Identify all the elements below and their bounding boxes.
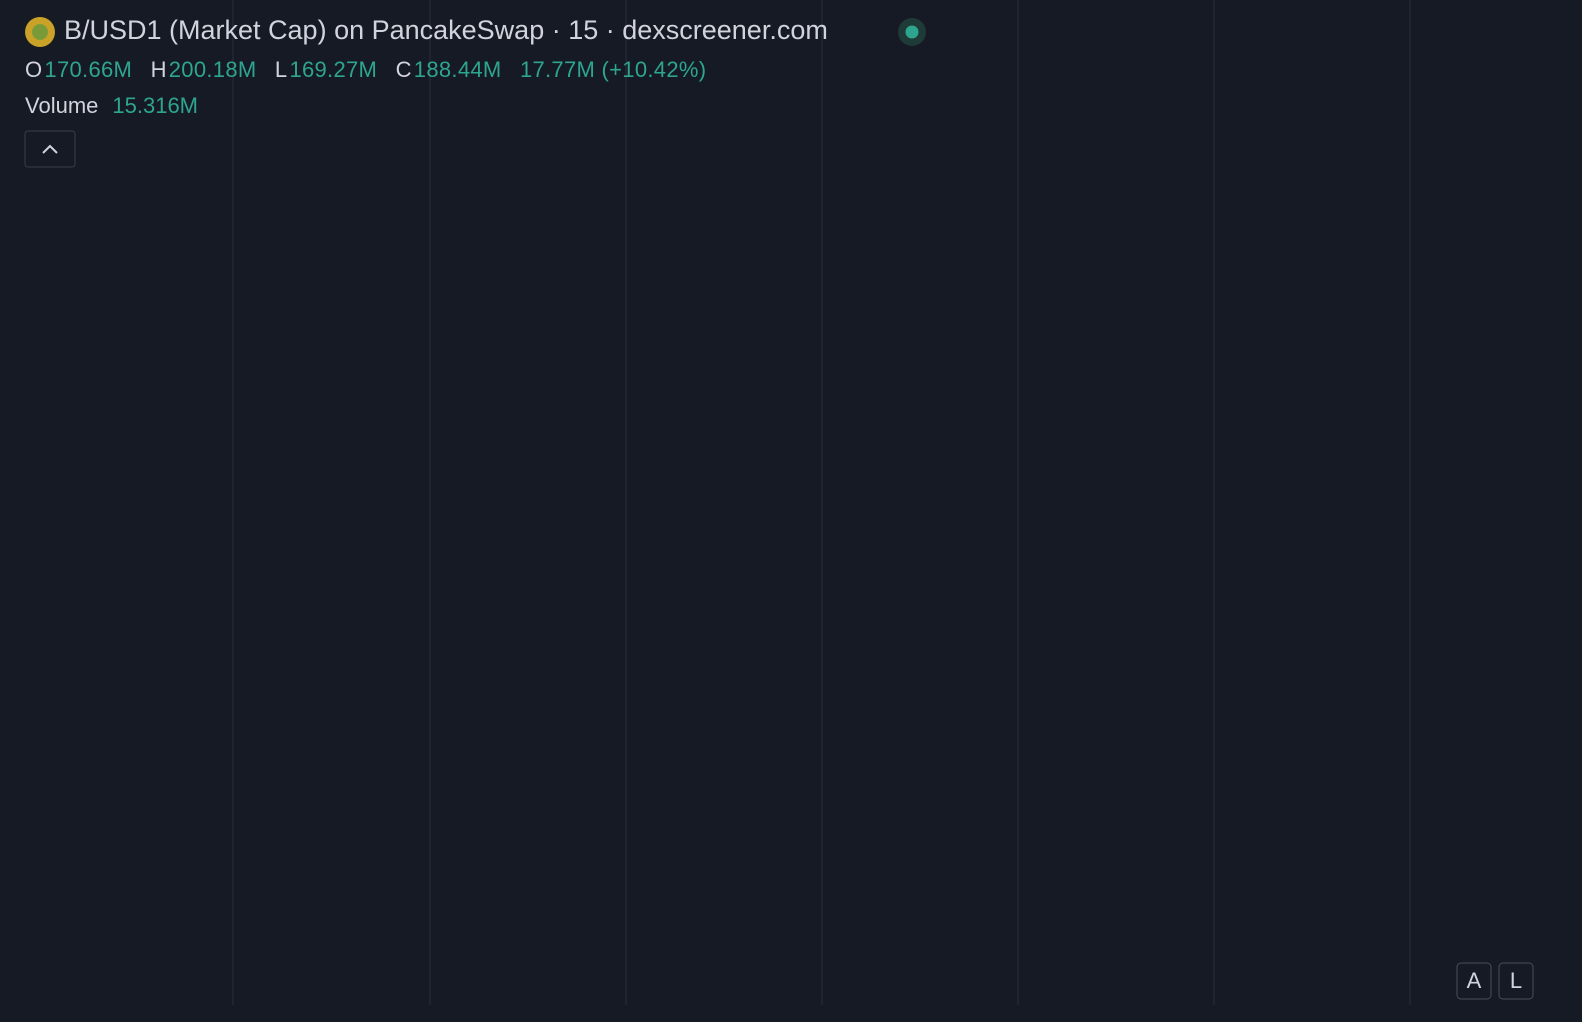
high-value: 200.18M (168, 57, 257, 82)
time-grid (232, 0, 1411, 1005)
change-value: 17.77M (+10.42%) (519, 57, 707, 82)
log-button-label: L (1510, 968, 1522, 993)
open-key: O (25, 57, 43, 82)
volume-legend: Volume 15.316M (25, 93, 198, 119)
close-value: 188.44M (413, 57, 502, 82)
auto-button[interactable] (1456, 962, 1492, 1000)
ohlc-legend: O170.66M H200.18M L169.27M C188.44M 17.7… (25, 57, 706, 83)
open-value: 170.66M (44, 57, 133, 82)
volume-key: Volume (25, 93, 99, 118)
collapse-button[interactable] (24, 130, 76, 168)
status-dot (905, 25, 919, 39)
auto-button-label: A (1467, 968, 1482, 993)
chevron-up (42, 144, 58, 154)
close-key: C (395, 57, 412, 82)
low-value: 169.27M (289, 57, 378, 82)
low-key: L (274, 57, 288, 82)
chart-title: B/USD1 (Market Cap) on PancakeSwap · 15 … (64, 15, 828, 45)
log-button[interactable] (1498, 962, 1534, 1000)
high-key: H (150, 57, 167, 82)
token-icon-inner (32, 24, 48, 40)
volume-value: 15.316M (112, 93, 199, 118)
